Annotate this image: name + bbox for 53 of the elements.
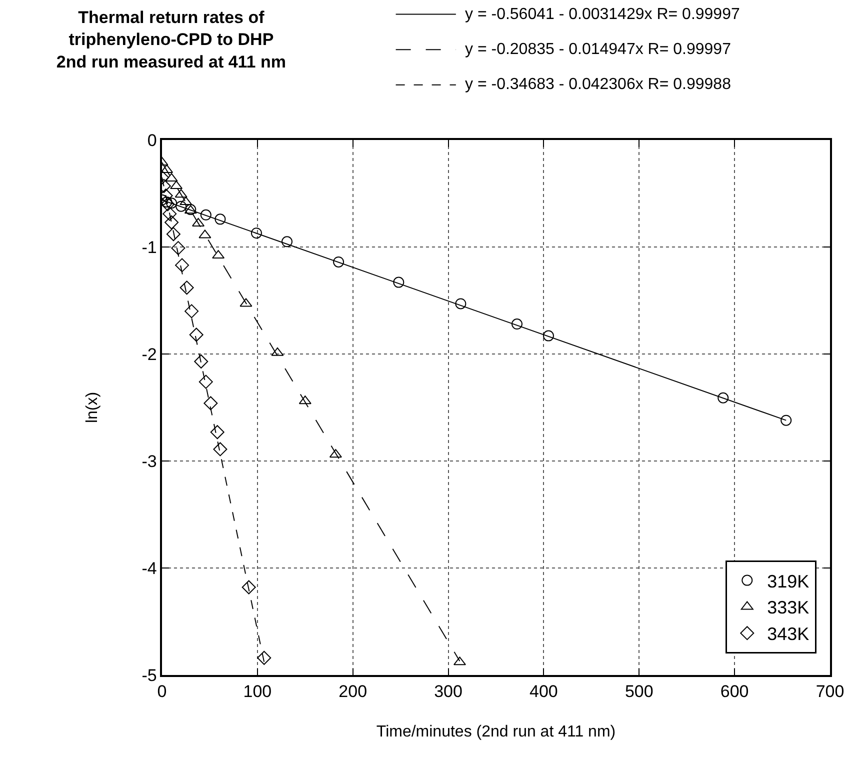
y-tick-label: 0	[147, 130, 157, 150]
point	[171, 241, 186, 256]
point	[198, 374, 213, 389]
x-tick-label: 500	[624, 682, 654, 702]
point	[257, 650, 272, 665]
point	[250, 228, 262, 239]
point	[333, 256, 344, 268]
point	[542, 330, 554, 342]
point	[200, 209, 212, 220]
point	[175, 258, 190, 272]
point	[189, 328, 204, 342]
point	[162, 164, 174, 173]
point	[194, 354, 208, 368]
y-tick-label: -2	[142, 344, 157, 364]
point	[780, 414, 792, 426]
x-tick-label: 400	[530, 682, 558, 702]
point	[282, 236, 293, 248]
y-axis-title: ln(x)	[84, 392, 102, 424]
point	[162, 197, 175, 212]
point	[166, 227, 180, 242]
point	[166, 198, 178, 209]
chart-title: Thermal return rates of triphenyleno-CPD to DHP 2nd run measured at 411 nm	[56, 8, 286, 72]
legend-label: 343K	[767, 624, 810, 644]
y-tick-label: -1	[142, 238, 157, 257]
x-tick-label: 700	[816, 682, 844, 702]
y-tick-label: -5	[142, 666, 157, 685]
legend-label: 319K	[767, 571, 810, 592]
x-tick-label: 600	[720, 682, 749, 702]
point	[214, 214, 226, 225]
y-tick-label: -4	[142, 558, 157, 578]
point	[393, 276, 404, 288]
legend-label: 333K	[767, 598, 810, 618]
text: y = -0.20835 - 0.014947x R= 0.99997	[465, 41, 732, 58]
point	[511, 318, 522, 330]
text: y = -0.56041 - 0.0031429x R= 0.99997	[465, 6, 740, 23]
y-tick-label: -3	[142, 452, 157, 471]
x-tick-label: 200	[338, 682, 368, 702]
point	[162, 206, 177, 221]
point	[213, 442, 228, 456]
point	[176, 200, 187, 212]
point	[162, 196, 172, 208]
point	[180, 280, 194, 295]
point	[455, 298, 466, 310]
x-axis-title: Time/minutes (2nd run at 411 nm)	[376, 723, 616, 740]
point	[718, 392, 729, 404]
x-tick-label: 100	[243, 682, 272, 702]
text: y = -0.34683 - 0.042306x R= 0.99988	[465, 76, 732, 93]
point	[184, 304, 199, 318]
point	[164, 215, 179, 230]
point	[204, 396, 218, 410]
point	[242, 580, 256, 594]
point	[210, 425, 224, 440]
x-tick-label: 300	[434, 682, 462, 702]
